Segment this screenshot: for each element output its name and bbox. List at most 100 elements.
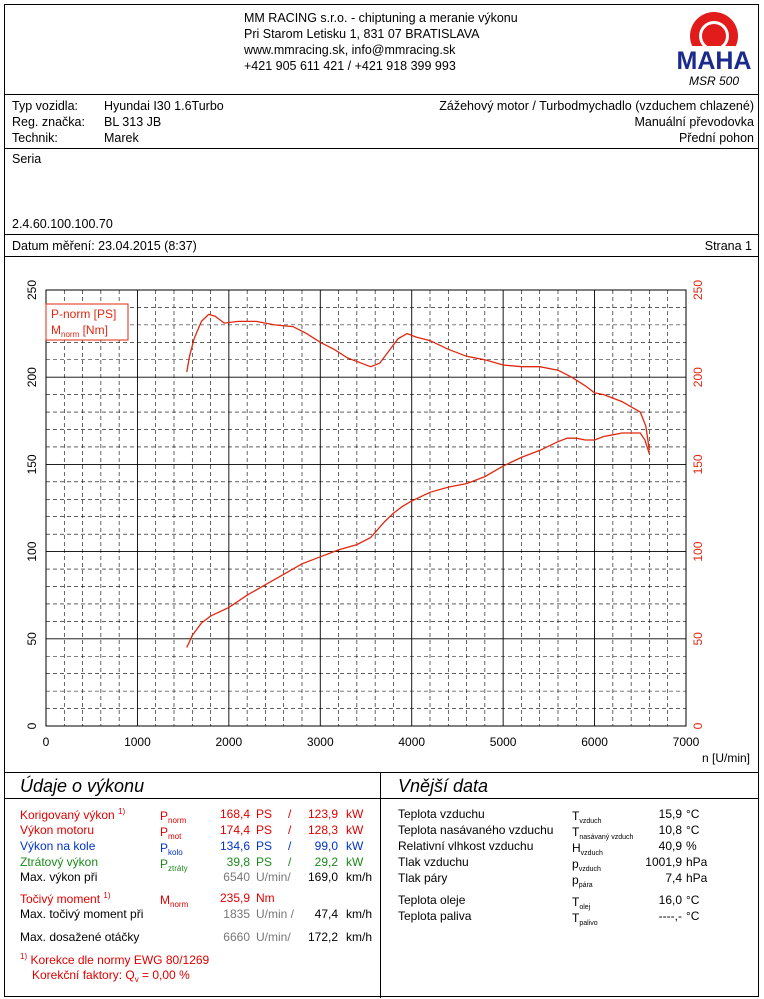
max-power-speed: 169,0 [307,870,338,884]
perf-value-ps: 134,6 [219,839,250,853]
vehicle-engine-info: Zážehový motor / Turbodmychadlo (vzduche… [439,98,754,146]
x-tick-label: 2000 [216,735,243,749]
ext-label: Relativní vlhkost vzduchu [398,839,534,853]
perf-label: Korigovaný výkon 1) [20,807,126,822]
ext-label: Teplota paliva [398,909,472,923]
power-curve [186,432,651,648]
ext-unit: °C [686,893,700,907]
ext-symbol: pvzduch [572,857,601,873]
x-tick-labels: 0 1000 2000 3000 4000 5000 6000 7000 [43,735,700,749]
x-tick-label: 1000 [124,735,151,749]
perf-unit-ps: PS [256,855,273,869]
max-power-rpm-unit: U/min/ [256,870,291,884]
max-power-speed-unit: km/h [346,870,373,884]
ext-value: 7,4 [665,871,682,885]
divider [4,94,759,95]
label-technician: Technik: [12,131,58,145]
measurement-date: Datum měření: 23.04.2015 (8:37) [12,239,197,253]
ext-symbol: Hvzduch [572,841,603,857]
logo-model: MSR 500 [688,74,740,88]
max-rpm-speed: 172,2 [307,930,338,944]
seria-label: Seria [12,152,42,166]
divider [4,798,380,799]
ext-unit: °C [686,823,700,837]
x-tick-label: 4000 [398,735,425,749]
perf-value-kw: 99,0 [314,839,338,853]
chart-grid [45,289,687,727]
perf-label: Výkon na kole [20,839,96,853]
ext-symbol: Tvzduch [572,809,602,825]
label-reg: Reg. značka: [12,115,85,129]
ext-unit: hPa [686,871,708,885]
ext-unit: °C [686,807,700,821]
ext-symbol: ppára [572,873,593,889]
perf-value-ps: 39,8 [226,855,250,869]
torque-symbol: Mnorm [160,893,189,909]
gearbox: Manuální převodovka [634,115,754,129]
ext-value: 1001,9 [645,855,682,869]
plot-frame [45,289,687,727]
seria-code: 2.4.60.100.100.70 [12,217,113,231]
ext-symbol: Tpalivo [572,911,598,927]
external-data-title: Vnější data [398,776,489,796]
y-left-tick-label: 200 [25,367,39,387]
ext-value: ----,- [658,909,682,923]
ext-value: 40,9 [658,839,682,853]
y-left-tick-label: 100 [25,541,39,561]
perf-sep: / [288,855,292,869]
ext-unit: °C [686,909,700,923]
divider [4,234,759,235]
max-torque-speed: 47,4 [314,907,338,921]
y-right-tick-label: 0 [691,722,705,729]
max-rpm-value: 6660 [223,930,250,944]
y-right-tick-label: 100 [691,541,705,561]
panel-divider [380,772,381,998]
perf-value-ps: 168,4 [219,807,250,821]
perf-value-kw: 123,9 [307,807,338,821]
x-tick-label: 0 [43,735,50,749]
perf-label: Výkon motoru [20,823,95,837]
chart-curves [186,313,651,648]
ext-label: Teplota nasávaného vzduchu [398,823,554,837]
ext-unit: % [686,839,697,853]
vehicle-labels: Typ vozidla: Reg. značka: Technik: [12,98,85,146]
y-right-tick-label: 250 [691,280,705,300]
maha-logo: MAHA MSR 500 [676,10,752,90]
perf-unit-kw: kW [346,807,364,821]
chart-legend: P-norm [PS] Mnorm [Nm] [45,303,129,341]
max-torque-speed-unit: km/h [346,907,373,921]
ext-label: Tlak páry [398,871,448,885]
perf-unit-kw: kW [346,855,364,869]
company-address: Pri Starom Letisku 1, 831 07 BRATISLAVA [244,27,480,41]
perf-symbol: Pkolo [160,841,183,857]
y-right-tick-label: 200 [691,367,705,387]
perf-value-kw: 29,2 [314,855,338,869]
page-number: Strana 1 [704,239,752,253]
x-tick-label: 3000 [307,735,334,749]
y-left-tick-labels: 0 50 100 150 200 250 [25,280,39,730]
ext-symbol: Tolej [572,895,591,911]
y-right-tick-label: 50 [691,632,705,646]
legend-torque: Mnorm [Nm] [51,323,108,339]
perf-value-ps: 174,4 [219,823,250,837]
x-tick-label: 5000 [490,735,517,749]
footnote-factor: Korekční faktory: Qv = 0,00 % [32,968,190,984]
divider [4,772,759,773]
divider [4,148,759,149]
company-info: MM RACING s.r.o. - chiptuning a meranie … [244,10,518,74]
perf-symbol: Pmot [160,825,182,841]
maha-logo-icon: MAHA [677,12,752,75]
ext-label: Teplota oleje [398,893,466,907]
footnote-correction: 1) Korekce dle normy EWG 80/1269 [20,952,210,967]
perf-unit-kw: kW [346,839,364,853]
value-vehicle-type: Hyundai I30 1.6Turbo [104,99,224,113]
torque-unit: Nm [256,891,275,905]
report-sheet [4,4,759,997]
legend-power: P-norm [PS] [51,307,116,321]
perf-label: Ztrátový výkon [20,855,99,869]
vehicle-values: Hyundai I30 1.6Turbo BL 313 JB Marek [104,98,224,146]
ext-symbol: Tnasávaný vzduch [572,825,634,841]
perf-unit-ps: PS [256,807,273,821]
y-left-tick-label: 0 [25,722,39,729]
company-web: www.mmracing.sk, info@mmracing.sk [244,43,456,57]
